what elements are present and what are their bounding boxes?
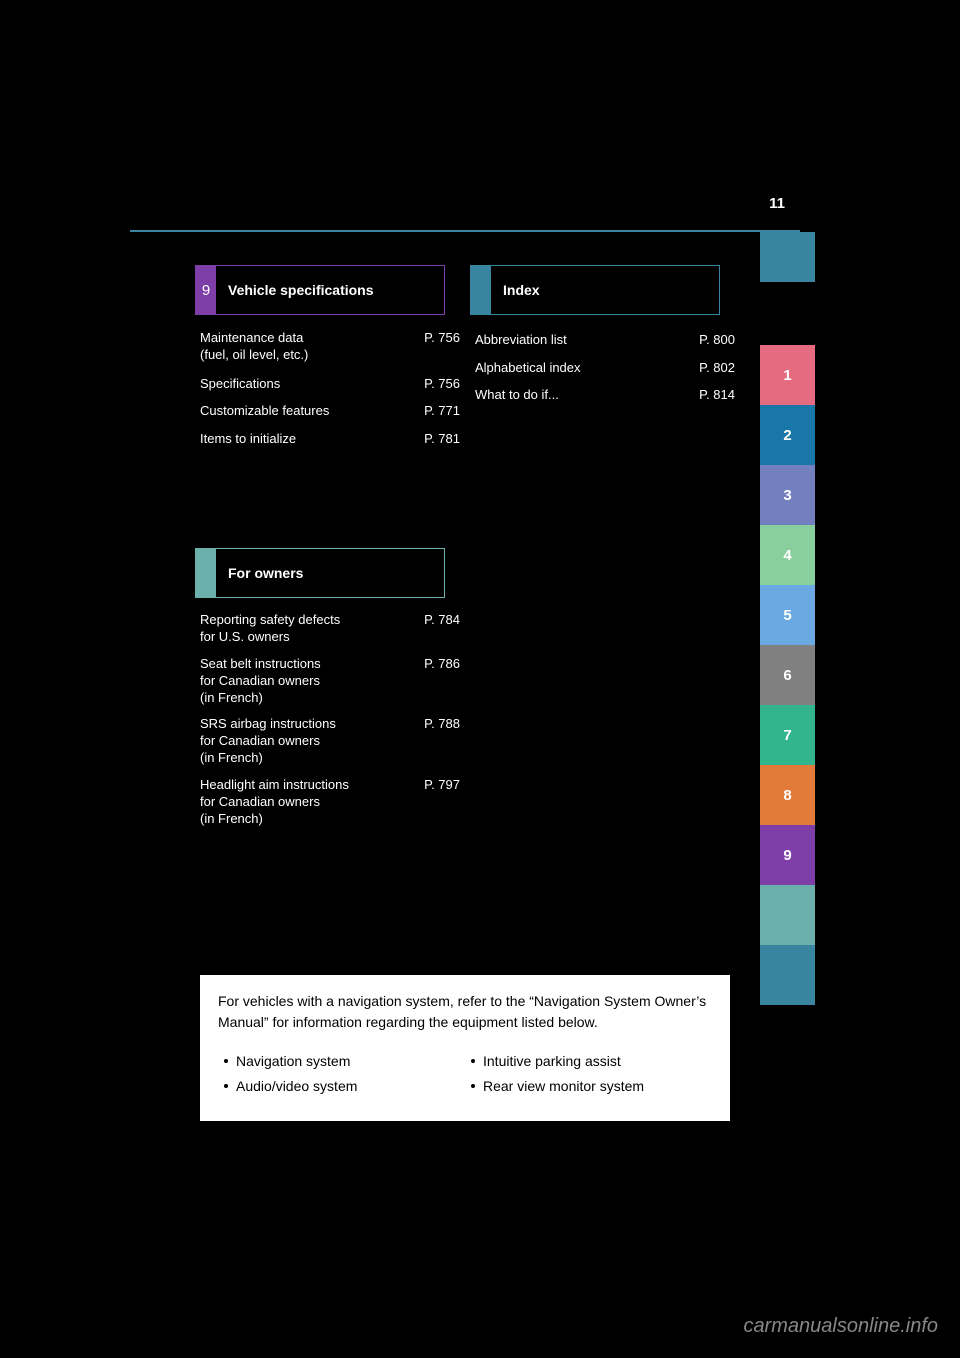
chapter-tab[interactable]: 1	[760, 345, 815, 405]
toc-entry: Customizable features P. 771	[200, 401, 460, 421]
toc-entry-desc: SRS airbag instructionsfor Canadian owne…	[200, 716, 336, 767]
watermark: carmanualsonline.info	[743, 1315, 938, 1338]
chapter-tab[interactable]	[760, 945, 815, 1005]
info-bullet: Intuitive parking assist	[465, 1049, 712, 1074]
chapter-tab[interactable]: 9	[760, 825, 815, 885]
info-box-col-right: Intuitive parking assistRear view monito…	[465, 1049, 712, 1099]
toc-entry-page: P. 788	[424, 716, 460, 767]
section-box-for-owners: For owners	[195, 548, 445, 598]
section-label: Vehicle specifications	[216, 266, 444, 314]
chapter-tabs: 123456789	[760, 345, 815, 1005]
toc-entry-desc: Reporting safety defectsfor U.S. owners	[200, 612, 340, 646]
info-bullet: Audio/video system	[218, 1074, 465, 1099]
section-number: 9	[196, 266, 216, 314]
chapter-tab[interactable]: 2	[760, 405, 815, 465]
section-box-index: Index	[470, 265, 720, 315]
bullet-icon	[471, 1084, 475, 1088]
toc-entry-page: P. 784	[424, 612, 460, 646]
info-bullet: Navigation system	[218, 1049, 465, 1074]
section-number	[196, 549, 216, 597]
toc-entry-desc: Abbreviation list	[475, 330, 567, 350]
toc-entries-index: Abbreviation list P. 800 Alphabetical inde…	[475, 330, 735, 413]
info-bullet-text: Audio/video system	[236, 1074, 357, 1099]
info-bullet: Rear view monitor system	[465, 1074, 712, 1099]
chapter-tab[interactable]: 7	[760, 705, 815, 765]
toc-entry-page: P. 797	[424, 777, 460, 828]
bullet-icon	[224, 1084, 228, 1088]
toc-entry-desc: What to do if...	[475, 385, 559, 405]
top-corner-box	[760, 232, 815, 282]
toc-entry-page: P. 771	[424, 401, 460, 421]
toc-entry: What to do if... P. 814	[475, 385, 735, 405]
toc-entry-desc: Customizable features	[200, 401, 329, 421]
toc-entry-page: P. 781	[424, 429, 460, 449]
toc-entry: Abbreviation list P. 800	[475, 330, 735, 350]
chapter-tab[interactable]: 6	[760, 645, 815, 705]
toc-entry: Seat belt instructionsfor Canadian owner…	[200, 656, 460, 707]
info-bullet-text: Intuitive parking assist	[483, 1049, 621, 1074]
toc-entry: Specifications P. 756	[200, 374, 460, 394]
toc-entry: Alphabetical index P. 802	[475, 358, 735, 378]
toc-entry-page: P. 800	[699, 330, 735, 350]
toc-entry-page: P. 786	[424, 656, 460, 707]
toc-entry-page: P. 756	[424, 374, 460, 394]
bullet-icon	[471, 1059, 475, 1063]
toc-entry-desc: Specifications	[200, 374, 280, 394]
chapter-tab[interactable]: 4	[760, 525, 815, 585]
toc-entry-page: P. 756	[424, 330, 460, 364]
bullet-icon	[224, 1059, 228, 1063]
info-box-col-left: Navigation systemAudio/video system	[218, 1049, 465, 1099]
toc-entry-desc: Headlight aim instructionsfor Canadian o…	[200, 777, 349, 828]
chapter-tab[interactable]: 5	[760, 585, 815, 645]
toc-entry-page: P. 814	[699, 385, 735, 405]
toc-entry-desc: Items to initialize	[200, 429, 296, 449]
toc-entry: Headlight aim instructionsfor Canadian o…	[200, 777, 460, 828]
toc-entry-desc: Seat belt instructionsfor Canadian owner…	[200, 656, 321, 707]
section-label: For owners	[216, 549, 444, 597]
toc-entry: SRS airbag instructionsfor Canadian owne…	[200, 716, 460, 767]
toc-entry: Reporting safety defectsfor U.S. owners P…	[200, 612, 460, 646]
page-number: 11	[769, 195, 785, 212]
section-box-vehicle-specs: 9 Vehicle specifications	[195, 265, 445, 315]
toc-entry-desc: Maintenance data(fuel, oil level, etc.)	[200, 330, 308, 364]
info-bullet-text: Navigation system	[236, 1049, 350, 1074]
section-label: Index	[491, 266, 719, 314]
toc-entry-page: P. 802	[699, 358, 735, 378]
info-bullet-text: Rear view monitor system	[483, 1074, 644, 1099]
toc-entries-vehicle-specs: Maintenance data(fuel, oil level, etc.) P…	[200, 330, 460, 456]
toc-entry: Items to initialize P. 781	[200, 429, 460, 449]
toc-entries-for-owners: Reporting safety defectsfor U.S. owners P…	[200, 612, 460, 838]
section-number	[471, 266, 491, 314]
divider-line	[130, 230, 800, 232]
info-box-header: For vehicles with a navigation system, r…	[218, 991, 712, 1033]
info-box: For vehicles with a navigation system, r…	[200, 975, 730, 1121]
chapter-tab[interactable]: 3	[760, 465, 815, 525]
chapter-tab[interactable]: 8	[760, 765, 815, 825]
toc-entry-desc: Alphabetical index	[475, 358, 581, 378]
toc-entry: Maintenance data(fuel, oil level, etc.) P…	[200, 330, 460, 364]
chapter-tab[interactable]	[760, 885, 815, 945]
